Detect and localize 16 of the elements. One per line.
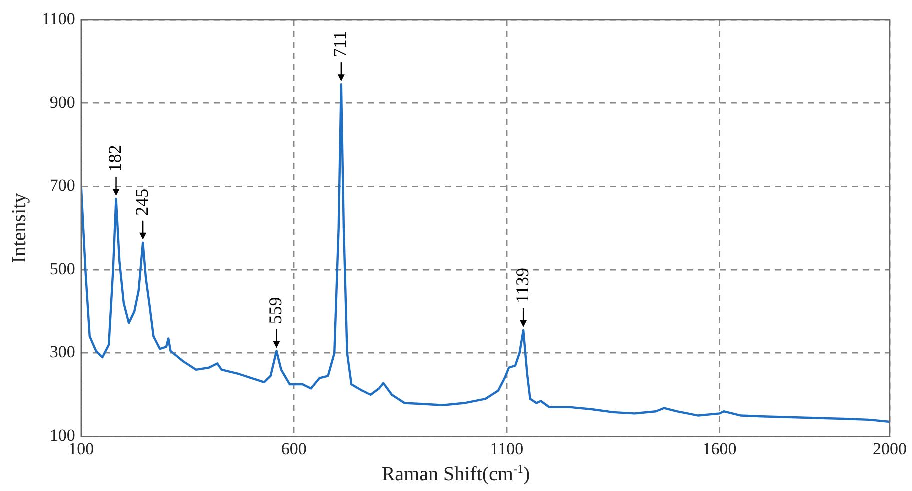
y-tick-label: 900 — [50, 92, 76, 112]
x-tick-label: 1100 — [490, 439, 524, 458]
y-tick-label: 500 — [50, 259, 76, 278]
annotation: 559 — [265, 297, 286, 324]
y-tick-label: 1100 — [42, 9, 76, 28]
annotation: 1139 — [512, 268, 532, 304]
annotation: 182 — [105, 145, 125, 172]
y-tick-label: 300 — [50, 342, 76, 362]
annotation: 711 — [330, 31, 350, 58]
y-axis-title: Intensity — [8, 193, 30, 264]
annotation: 245 — [132, 188, 152, 216]
x-tick-label: 2000 — [873, 439, 907, 458]
x-tick-label: 600 — [281, 439, 307, 458]
x-axis-title: Raman Shift(cm$^{-1}$) — [380, 462, 532, 487]
x-tick-label: 1600 — [702, 439, 737, 458]
y-tick-label: 700 — [50, 176, 76, 196]
